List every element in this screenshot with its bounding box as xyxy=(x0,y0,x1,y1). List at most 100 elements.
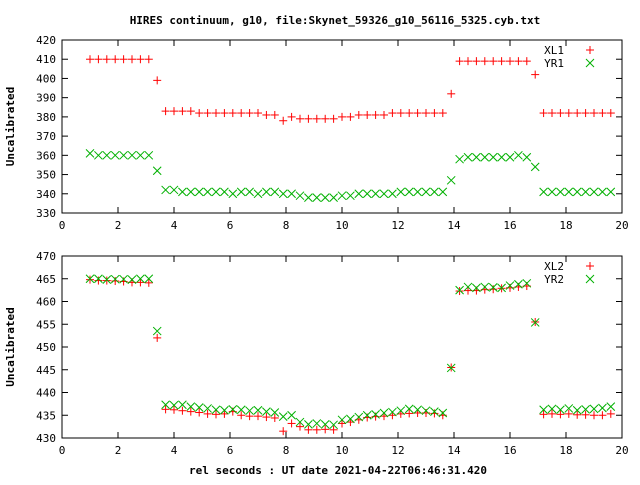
data-point xyxy=(396,109,405,118)
data-point xyxy=(119,150,128,160)
data-point xyxy=(380,110,388,119)
data-point xyxy=(279,116,288,125)
data-point xyxy=(589,187,599,197)
data-point xyxy=(539,187,548,197)
data-point xyxy=(321,425,330,434)
legend-marker xyxy=(586,262,594,270)
x-axis-label: rel seconds : UT date 2021-04-22T06:46:3… xyxy=(189,464,487,477)
data-point xyxy=(254,412,262,421)
data-point xyxy=(371,409,380,419)
series-yr1 xyxy=(85,149,616,202)
data-point xyxy=(556,187,565,197)
data-point xyxy=(161,405,170,414)
data-point xyxy=(379,408,389,418)
legend-label: XL1 xyxy=(544,44,564,57)
data-point xyxy=(169,185,179,195)
data-point xyxy=(413,405,422,415)
data-point xyxy=(497,152,506,162)
data-point xyxy=(127,275,137,285)
data-point xyxy=(144,55,153,64)
data-point xyxy=(362,189,372,199)
series-xl2 xyxy=(86,275,615,436)
data-point xyxy=(413,109,422,118)
data-point xyxy=(203,109,212,118)
x-tick-label: 0 xyxy=(59,219,66,232)
legend-label: XL2 xyxy=(544,260,564,273)
data-point xyxy=(581,109,590,118)
data-point xyxy=(270,187,280,197)
x-tick-label: 6 xyxy=(227,444,234,457)
data-point xyxy=(278,412,288,421)
data-point xyxy=(506,57,514,66)
data-point xyxy=(287,112,296,121)
data-point xyxy=(321,114,330,123)
data-point xyxy=(86,55,94,64)
data-point xyxy=(581,410,590,419)
data-point xyxy=(178,187,187,197)
data-point xyxy=(488,283,498,292)
data-point xyxy=(228,109,237,118)
x-tick-label: 10 xyxy=(335,444,348,457)
y-tick-label: 420 xyxy=(36,34,56,47)
data-point xyxy=(572,187,582,197)
data-point xyxy=(421,406,431,416)
data-point xyxy=(346,112,355,121)
x-tick-label: 16 xyxy=(503,219,516,232)
data-point xyxy=(262,187,271,197)
data-point xyxy=(296,422,304,431)
data-point xyxy=(497,57,506,66)
data-point xyxy=(404,187,414,197)
data-point xyxy=(472,57,481,66)
data-point xyxy=(127,150,137,160)
data-point xyxy=(530,318,540,327)
data-point xyxy=(480,57,489,66)
data-point xyxy=(463,152,473,162)
data-point xyxy=(354,412,364,422)
x-tick-label: 12 xyxy=(391,444,404,457)
data-point xyxy=(581,404,590,414)
data-point xyxy=(278,189,288,199)
data-point xyxy=(396,406,406,416)
data-point xyxy=(270,408,280,417)
data-point xyxy=(589,404,599,414)
data-point xyxy=(85,274,95,284)
data-point xyxy=(211,187,221,197)
data-point xyxy=(94,55,103,64)
x-tick-label: 12 xyxy=(391,219,404,232)
data-point xyxy=(489,285,498,294)
data-point xyxy=(220,187,229,197)
data-point xyxy=(128,55,136,64)
data-point xyxy=(421,187,431,197)
data-point xyxy=(295,191,305,201)
data-point xyxy=(438,408,448,418)
y-tick-label: 435 xyxy=(36,409,56,422)
data-point xyxy=(237,411,246,420)
data-point xyxy=(212,410,220,419)
x-tick-label: 18 xyxy=(559,219,572,232)
data-point xyxy=(195,109,204,118)
data-point xyxy=(94,274,103,284)
data-point xyxy=(203,404,212,413)
data-point xyxy=(388,189,397,199)
data-point xyxy=(337,415,347,425)
data-point xyxy=(472,283,481,293)
data-point xyxy=(463,282,473,292)
data-point xyxy=(186,407,195,416)
data-point xyxy=(590,109,598,118)
data-point xyxy=(606,187,616,197)
data-point xyxy=(211,405,221,415)
data-point xyxy=(564,404,574,413)
data-point xyxy=(539,109,548,118)
data-point xyxy=(170,107,178,116)
x-tick-label: 8 xyxy=(283,219,290,232)
data-point xyxy=(447,89,456,98)
data-point xyxy=(564,409,573,418)
data-point xyxy=(606,109,615,118)
y-tick-label: 450 xyxy=(36,341,56,354)
data-point xyxy=(110,150,120,160)
data-point xyxy=(236,187,246,197)
data-point xyxy=(161,107,170,116)
x-tick-label: 20 xyxy=(615,219,628,232)
data-point xyxy=(245,109,254,118)
